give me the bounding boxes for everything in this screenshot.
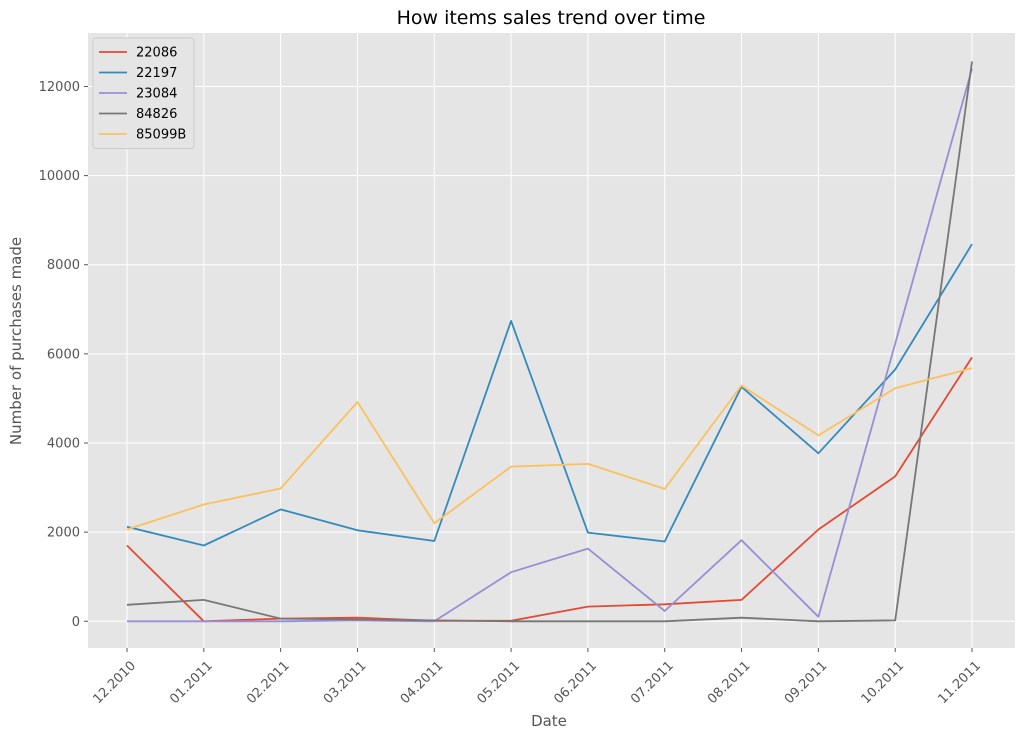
y-tick-label: 0 bbox=[72, 615, 80, 630]
x-axis-label: Date bbox=[531, 712, 567, 730]
y-tick-label: 8000 bbox=[47, 258, 80, 273]
series-line-22086 bbox=[126, 356, 973, 623]
series-line-85099B bbox=[126, 367, 973, 531]
legend-label-84826: 84826 bbox=[136, 107, 177, 122]
y-axis-label: Number of purchases made bbox=[7, 237, 25, 445]
plot-area bbox=[88, 33, 1015, 648]
series-lines bbox=[126, 61, 973, 623]
y-tick-label: 12000 bbox=[39, 80, 80, 95]
y-tick-label: 2000 bbox=[47, 526, 80, 541]
y-tick-label: 6000 bbox=[47, 347, 80, 362]
x-tick-label: 10.2011 bbox=[859, 658, 908, 707]
y-tick-label: 10000 bbox=[39, 169, 80, 184]
x-tick-label: 06.2011 bbox=[551, 658, 600, 707]
legend-label-85099B: 85099B bbox=[136, 128, 186, 143]
legend-box bbox=[92, 37, 195, 149]
legend: 22086 22197 23084 84826 85099B bbox=[92, 37, 195, 149]
x-axis-ticks: 12.2010 01.2011 02.2011 03.2011 04.2011 05.20… bbox=[90, 648, 984, 707]
x-tick-label: 02.2011 bbox=[244, 658, 293, 707]
legend-label-22197: 22197 bbox=[136, 66, 177, 81]
y-tick-label: 4000 bbox=[47, 437, 80, 452]
chart-title: How items sales trend over time bbox=[397, 7, 706, 29]
series-line-23084 bbox=[127, 68, 973, 623]
x-tick-label: 09.2011 bbox=[782, 658, 831, 707]
x-tick-label: 08.2011 bbox=[705, 658, 754, 707]
series-line-22197 bbox=[126, 243, 973, 547]
series-line-84826 bbox=[126, 61, 973, 623]
y-axis-ticks: 0 2000 4000 6000 8000 10000 12000 bbox=[39, 80, 88, 630]
x-tick-label: 03.2011 bbox=[321, 658, 370, 707]
legend-label-23084: 23084 bbox=[136, 87, 177, 102]
x-tick-label: 05.2011 bbox=[475, 658, 524, 707]
x-tick-label: 11.2011 bbox=[935, 658, 984, 707]
legend-label-22086: 22086 bbox=[136, 46, 177, 61]
x-tick-label: 01.2011 bbox=[167, 658, 216, 707]
x-tick-label: 04.2011 bbox=[398, 658, 447, 707]
x-tick-label: 12.2010 bbox=[90, 658, 139, 707]
x-tick-label: 07.2011 bbox=[628, 658, 677, 707]
